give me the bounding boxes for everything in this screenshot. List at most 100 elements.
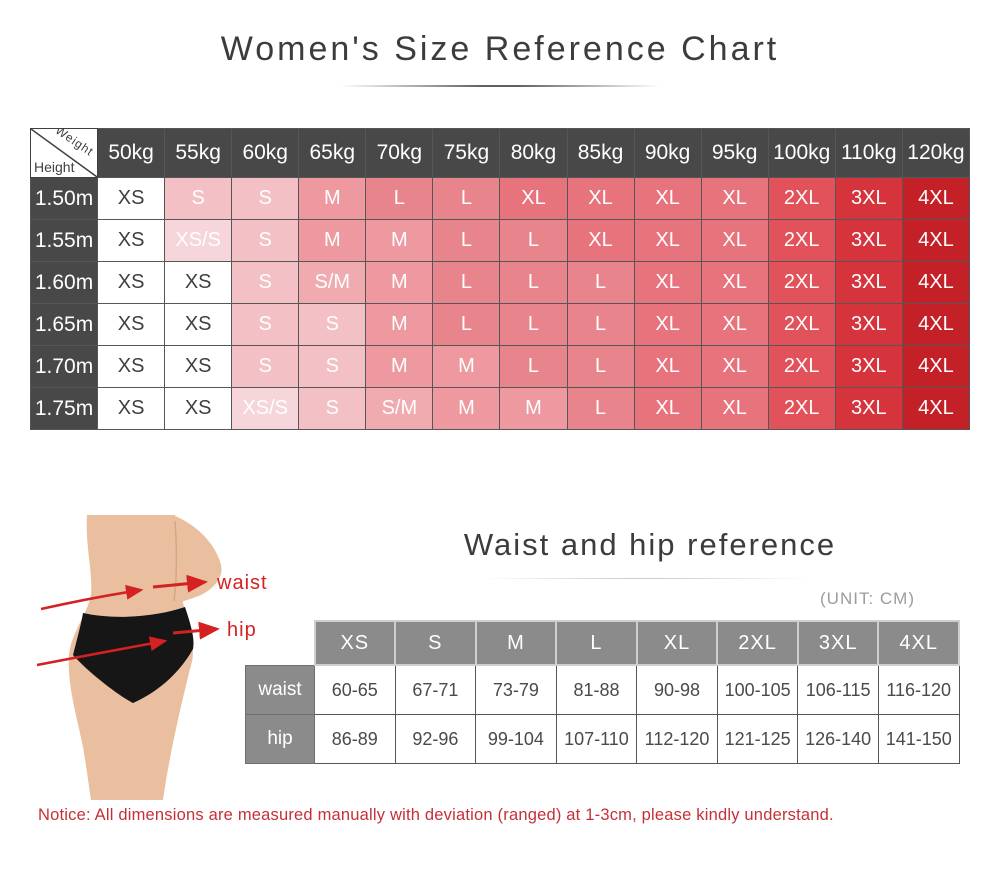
measure-size-header-cell: XS	[313, 620, 397, 666]
measure-value-cell: 67-71	[394, 664, 477, 715]
size-cell: 3XL	[834, 219, 903, 262]
size-cell: S	[231, 177, 300, 220]
size-cell: XL	[700, 387, 769, 430]
height-label-cell: 1.65m	[29, 303, 99, 346]
size-cell: XS	[97, 261, 166, 304]
waist-label: waist	[216, 572, 268, 594]
size-cell: M	[432, 345, 501, 388]
size-cell: 3XL	[834, 261, 903, 304]
size-cell: 2XL	[767, 177, 836, 220]
measure-value-cell: 141-150	[877, 714, 960, 764]
measure-size-header-cell: L	[555, 620, 638, 666]
measure-value-cell: 112-120	[636, 714, 718, 764]
size-cell: 2XL	[767, 261, 836, 304]
size-cell: S	[298, 303, 367, 346]
weight-header-cell: 110kg	[834, 128, 903, 178]
measure-value-cell: 107-110	[555, 714, 638, 764]
title-divider	[340, 85, 660, 87]
arm-shadow-line	[173, 520, 178, 602]
waist-measure-curve	[40, 584, 144, 611]
size-cell: XL	[566, 177, 635, 220]
size-cell: XL	[700, 219, 769, 262]
size-cell: L	[566, 303, 635, 346]
size-chart-row: 1.50m XS S S M L L XL XL XL XL 2XL 3XL 4XL	[29, 177, 971, 220]
corner-diagonal-line	[31, 129, 97, 177]
measure-size-header-cell: XL	[635, 620, 719, 666]
size-cell: M	[432, 387, 501, 430]
weight-header-cell: 100kg	[767, 128, 836, 178]
measure-value-cell: 81-88	[555, 664, 638, 715]
size-cell: XS	[164, 261, 233, 304]
measure-size-header-cell: M	[474, 620, 558, 666]
corner-height-label: Height	[34, 159, 75, 175]
size-cell: 4XL	[901, 177, 971, 220]
waist-hip-table: XS S M L XL 2XL 3XL 4XL waist 60-65 67-71 73-79 81-8…	[245, 620, 960, 764]
notice-text: Notice: All dimensions are measured manu…	[38, 806, 834, 824]
weight-header-cell: 85kg	[566, 128, 635, 178]
size-cell: 2XL	[767, 345, 836, 388]
measure-row-label: hip	[245, 714, 315, 764]
measure-row-label: waist	[245, 664, 315, 715]
size-chart-row: 1.70m XS XS S S M M L L XL XL 2XL 3XL 4XL	[29, 345, 971, 388]
size-cell: L	[566, 261, 635, 304]
measure-size-header-cell: 2XL	[716, 620, 799, 666]
waist-pointer-arrow	[152, 574, 208, 593]
weight-header-cell: 50kg	[97, 128, 166, 178]
size-cell: 2XL	[767, 303, 836, 346]
measure-corner-empty	[246, 621, 315, 665]
measure-value-cell: 106-115	[797, 664, 879, 715]
size-cell: L	[499, 261, 568, 304]
unit-label: (UNIT: CM)	[820, 589, 915, 608]
size-cell: XS	[97, 303, 166, 346]
measure-value-cell: 121-125	[716, 714, 799, 764]
size-cell: L	[432, 177, 501, 220]
size-cell: XS/S	[164, 219, 233, 262]
size-cell: L	[566, 345, 635, 388]
body-figure: waist hip	[36, 515, 268, 800]
weight-header-cell: 120kg	[901, 128, 971, 178]
size-cell: XS	[97, 387, 166, 430]
size-cell: L	[499, 345, 568, 388]
height-label-cell: 1.50m	[29, 177, 99, 220]
measure-size-header-cell: 4XL	[877, 620, 960, 666]
size-cell: S	[231, 345, 300, 388]
size-chart-row: 1.65m XS XS S S M L L L XL XL 2XL 3XL 4XL	[29, 303, 971, 346]
size-cell: XL	[566, 219, 635, 262]
height-label-cell: 1.70m	[29, 345, 99, 388]
size-cell: XL	[700, 345, 769, 388]
weight-header-cell: 70kg	[365, 128, 434, 178]
size-cell: XL	[633, 345, 702, 388]
size-cell: 4XL	[901, 261, 971, 304]
size-cell: 3XL	[834, 387, 903, 430]
weight-header-cell: 95kg	[700, 128, 769, 178]
measure-value-cell: 60-65	[314, 664, 396, 715]
corner-cell: Weight Height	[29, 128, 99, 178]
size-cell: XL	[700, 303, 769, 346]
weight-header-cell: 55kg	[164, 128, 233, 178]
size-cell: L	[432, 219, 501, 262]
measure-header-row: XS S M L XL 2XL 3XL 4XL	[246, 620, 960, 666]
size-cell: L	[566, 387, 635, 430]
size-cell: M	[298, 177, 367, 220]
measure-row: waist 60-65 67-71 73-79 81-88 90-98 100-105 106…	[245, 664, 960, 715]
size-chart-row: 1.75m XS XS XS/S S S/M M M L XL XL 2XL 3XL 4XL	[29, 387, 971, 430]
size-cell: L	[365, 177, 434, 220]
height-label-cell: 1.75m	[29, 387, 99, 430]
measure-value-cell: 92-96	[394, 714, 477, 764]
body-arm	[171, 515, 222, 604]
size-cell: XS	[164, 303, 233, 346]
size-cell: L	[499, 219, 568, 262]
weight-header-cell: 90kg	[633, 128, 702, 178]
hip-label: hip	[227, 619, 257, 641]
size-cell: 3XL	[834, 177, 903, 220]
size-cell: XS	[97, 177, 166, 220]
size-cell: M	[365, 219, 434, 262]
measure-value-cell: 99-104	[475, 714, 557, 764]
size-cell: XS	[97, 219, 166, 262]
subtitle-divider	[480, 578, 810, 579]
size-cell: M	[365, 303, 434, 346]
size-cell: XL	[633, 219, 702, 262]
panty	[73, 607, 194, 703]
measure-value-cell: 100-105	[716, 664, 799, 715]
